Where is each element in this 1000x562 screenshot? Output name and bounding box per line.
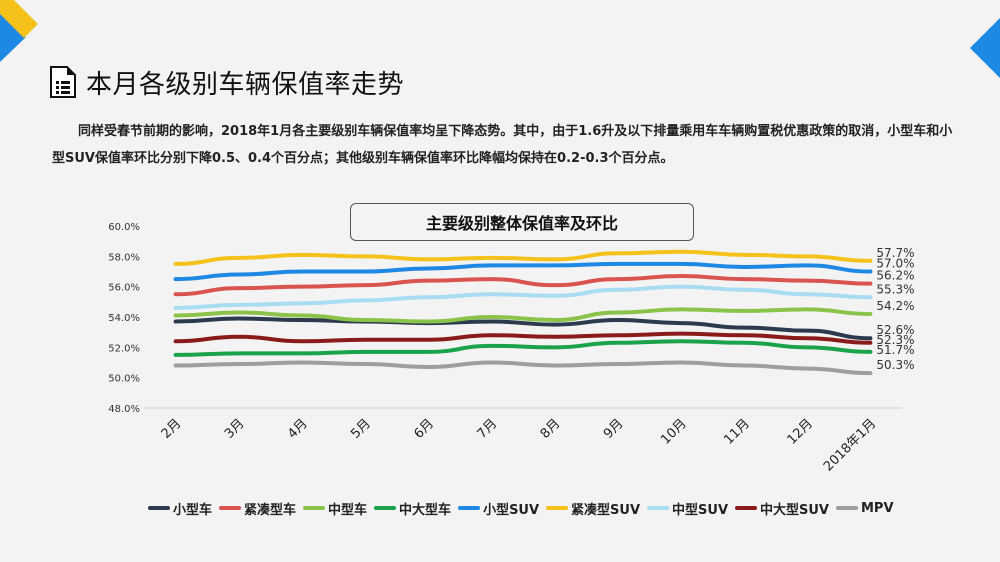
legend-item: 小型车: [148, 499, 212, 518]
y-tick-label: 60.0%: [108, 222, 140, 233]
x-tick-label: 12月: [785, 416, 816, 447]
legend-label: MPV: [861, 500, 894, 516]
legend-item: 中大型SUV: [735, 499, 829, 518]
series-line: [173, 360, 873, 376]
y-tick-label: 52.0%: [108, 343, 140, 354]
legend-swatch: [303, 506, 326, 510]
legend-item: 中型车: [303, 499, 367, 518]
corner-decoration-right: [970, 18, 1000, 78]
series-line: [173, 331, 873, 345]
series-line: [173, 339, 873, 357]
legend-swatch: [836, 506, 858, 510]
series-line: [173, 307, 873, 324]
y-tick-label: 56.0%: [108, 283, 140, 294]
legend-label: 中型车: [328, 502, 368, 518]
x-tick-label: 2月: [159, 416, 185, 442]
series-line: [173, 261, 873, 282]
end-data-label: 54.2%: [876, 299, 914, 313]
x-tick-label: 5月: [348, 416, 374, 442]
intro-paragraph: 同样受春节前期的影响，2018年1月各主要级别车辆保值率均呈下降态势。其中，由于…: [52, 124, 953, 166]
x-tick-label: 6月: [411, 416, 437, 442]
legend-item: 中型SUV: [647, 499, 728, 518]
legend-swatch: [647, 506, 670, 510]
chart-legend: 小型车 紧凑型车 中型车 中大型车 小型SUV 紧凑型SUV 中型SUV 中大型SUV MPV: [148, 497, 948, 519]
legend-label: 小型SUV: [483, 502, 540, 518]
document-icon: [50, 66, 76, 98]
end-data-label: 52.3%: [876, 333, 914, 347]
legend-item: 小型SUV: [458, 499, 539, 518]
legend-item: MPV: [836, 501, 894, 516]
title-bar: 本月各级别车辆保值率走势: [50, 62, 404, 102]
y-tick-label: 50.0%: [108, 374, 140, 385]
chart-title: 主要级别整体保值率及环比: [350, 203, 694, 241]
legend-swatch: [374, 506, 397, 510]
end-data-label: 57.7%: [876, 246, 914, 260]
x-tick-label: 11月: [721, 416, 752, 447]
x-tick-label: 8月: [538, 416, 564, 442]
y-tick-label: 48.0%: [108, 404, 140, 415]
y-tick-label: 58.0%: [108, 252, 140, 263]
legend-label: 紧凑型SUV: [571, 502, 641, 518]
legend-label: 小型车: [173, 502, 213, 518]
series-line: [173, 284, 873, 310]
legend-item: 中大型车: [374, 499, 451, 518]
legend-label: 中大型车: [399, 502, 452, 518]
legend-swatch: [546, 506, 569, 510]
end-data-label: 52.6%: [876, 323, 914, 337]
page-title: 本月各级别车辆保值率走势: [86, 69, 405, 100]
legend-item: 紧凑型车: [219, 499, 296, 518]
legend-swatch: [148, 506, 170, 510]
end-data-label: 51.7%: [876, 343, 914, 357]
legend-item: 紧凑型SUV: [546, 499, 640, 518]
series-line: [173, 274, 873, 297]
corner-decoration-left: [0, 0, 38, 62]
legend-swatch: [458, 506, 481, 510]
legend-label: 紧凑型车: [244, 502, 297, 518]
x-tick-label: 2018年1月: [821, 416, 879, 474]
legend-label: 中大型SUV: [760, 502, 829, 518]
x-tick-label: 10月: [658, 416, 689, 447]
series-line: [173, 249, 873, 266]
legend-label: 中型SUV: [672, 502, 729, 518]
x-tick-label: 7月: [475, 416, 501, 442]
end-data-label: 57.0%: [876, 257, 914, 271]
end-data-label: 55.3%: [876, 282, 914, 296]
legend-swatch: [735, 506, 758, 510]
legend-swatch: [219, 506, 242, 510]
x-tick-label: 9月: [601, 416, 627, 442]
x-tick-label: 4月: [285, 416, 311, 442]
y-tick-label: 54.0%: [108, 313, 140, 324]
x-tick-label: 3月: [222, 416, 248, 442]
series-line: [173, 316, 873, 341]
end-data-label: 56.2%: [876, 269, 914, 283]
end-data-label: 50.3%: [876, 358, 914, 372]
